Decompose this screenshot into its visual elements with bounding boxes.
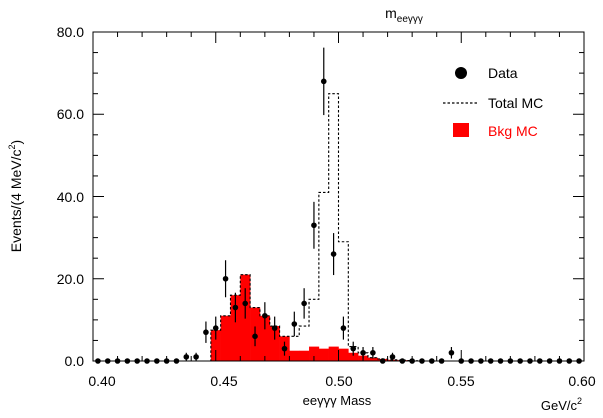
bkg-mc-bar bbox=[210, 330, 221, 361]
bkg-mc-bar bbox=[220, 315, 231, 361]
data-point bbox=[222, 260, 229, 298]
bkg-mc-bar bbox=[289, 350, 300, 361]
x-unit-base: GeV/c bbox=[541, 398, 578, 413]
legend: Data Total MC Bkg MC bbox=[443, 65, 543, 139]
data-point bbox=[330, 233, 337, 276]
data-marker bbox=[301, 300, 307, 307]
data-point bbox=[203, 321, 209, 343]
data-point bbox=[262, 302, 268, 330]
data-marker bbox=[320, 78, 327, 85]
y-tick-label: 80.0 bbox=[57, 24, 84, 40]
data-point bbox=[311, 201, 317, 249]
title-base: m bbox=[385, 5, 397, 21]
bkg-mc-bar bbox=[338, 348, 349, 361]
data-point bbox=[340, 316, 347, 340]
data-point bbox=[252, 326, 258, 347]
data-marker bbox=[281, 345, 288, 352]
data-marker bbox=[340, 325, 347, 331]
y-tick-label: 20.0 bbox=[57, 271, 84, 287]
data-marker bbox=[222, 275, 229, 282]
legend-bkg-marker bbox=[453, 123, 469, 137]
data-marker bbox=[389, 354, 396, 360]
y-tick-label: 60.0 bbox=[57, 106, 84, 122]
bkg-mc-bar bbox=[367, 357, 379, 361]
bkg-mc-bar bbox=[299, 350, 310, 361]
bkg-mc-bar bbox=[348, 352, 359, 361]
data-marker bbox=[262, 312, 268, 319]
x-tick-label: 0.40 bbox=[88, 373, 115, 389]
data-point bbox=[301, 288, 307, 319]
data-marker bbox=[212, 325, 219, 331]
bkg-mc-bar bbox=[259, 315, 271, 361]
y-tick-label: 40.0 bbox=[57, 189, 84, 205]
data-marker bbox=[330, 251, 337, 257]
data-point bbox=[232, 292, 239, 323]
chart-title: meeγγγ bbox=[385, 5, 423, 25]
legend-total-label: Total MC bbox=[488, 95, 543, 111]
data-point bbox=[448, 347, 455, 359]
data-point bbox=[389, 352, 396, 361]
data-marker bbox=[350, 345, 357, 352]
data-point bbox=[183, 352, 190, 361]
x-tick-label: 0.55 bbox=[447, 373, 474, 389]
data-point bbox=[271, 316, 278, 340]
bkg-mc-bar bbox=[269, 326, 280, 361]
bkg-mc-bar bbox=[230, 295, 241, 361]
x-unit-superscript: 2 bbox=[577, 396, 582, 406]
x-tick-label: 0.60 bbox=[568, 373, 595, 389]
data-marker bbox=[370, 349, 376, 356]
legend-bkg-label: Bkg MC bbox=[488, 123, 538, 139]
x-tick-labels: 0.40 0.45 0.50 0.55 0.60 bbox=[88, 373, 595, 389]
y-axis-label: Events/(4 MeV/c2) bbox=[7, 140, 24, 252]
x-tick-label: 0.45 bbox=[210, 373, 237, 389]
data-marker bbox=[183, 354, 190, 360]
y-label-close: ) bbox=[8, 140, 24, 145]
data-point bbox=[291, 311, 298, 337]
y-label-base: Events/(4 MeV/c bbox=[8, 149, 24, 252]
bkg-mc-bar bbox=[328, 346, 339, 361]
data-marker bbox=[360, 349, 366, 356]
y-tick-label: 0.0 bbox=[65, 353, 85, 369]
legend-data-label: Data bbox=[488, 65, 518, 81]
data-point bbox=[242, 288, 249, 319]
data-marker bbox=[291, 321, 298, 327]
data-point bbox=[212, 316, 219, 340]
data-marker bbox=[203, 329, 209, 336]
data-marker bbox=[311, 222, 317, 229]
bkg-mc-histogram bbox=[210, 274, 418, 361]
data-point bbox=[193, 352, 199, 361]
bkg-mc-bar bbox=[309, 346, 320, 361]
y-label-superscript: 2 bbox=[7, 144, 17, 149]
bkg-mc-bar bbox=[318, 348, 329, 361]
data-marker bbox=[271, 325, 278, 331]
data-marker bbox=[242, 300, 249, 307]
legend-data-marker bbox=[455, 67, 467, 79]
x-axis-label: eeγγγ Mass bbox=[303, 393, 372, 408]
data-marker bbox=[448, 349, 455, 356]
x-tick-label: 0.50 bbox=[325, 373, 352, 389]
axis-ticks bbox=[92, 31, 585, 362]
data-marker bbox=[193, 354, 199, 360]
data-marker bbox=[232, 304, 239, 311]
data-point bbox=[370, 347, 376, 359]
data-point bbox=[350, 341, 357, 356]
title-subscript: eeγγγ bbox=[397, 14, 423, 25]
x-axis-unit: GeV/c2 bbox=[541, 396, 582, 413]
data-point bbox=[281, 341, 288, 356]
y-tick-labels: 0.0 20.0 40.0 60.0 80.0 bbox=[57, 24, 84, 369]
data-marker bbox=[252, 333, 258, 340]
data-point bbox=[320, 47, 327, 116]
